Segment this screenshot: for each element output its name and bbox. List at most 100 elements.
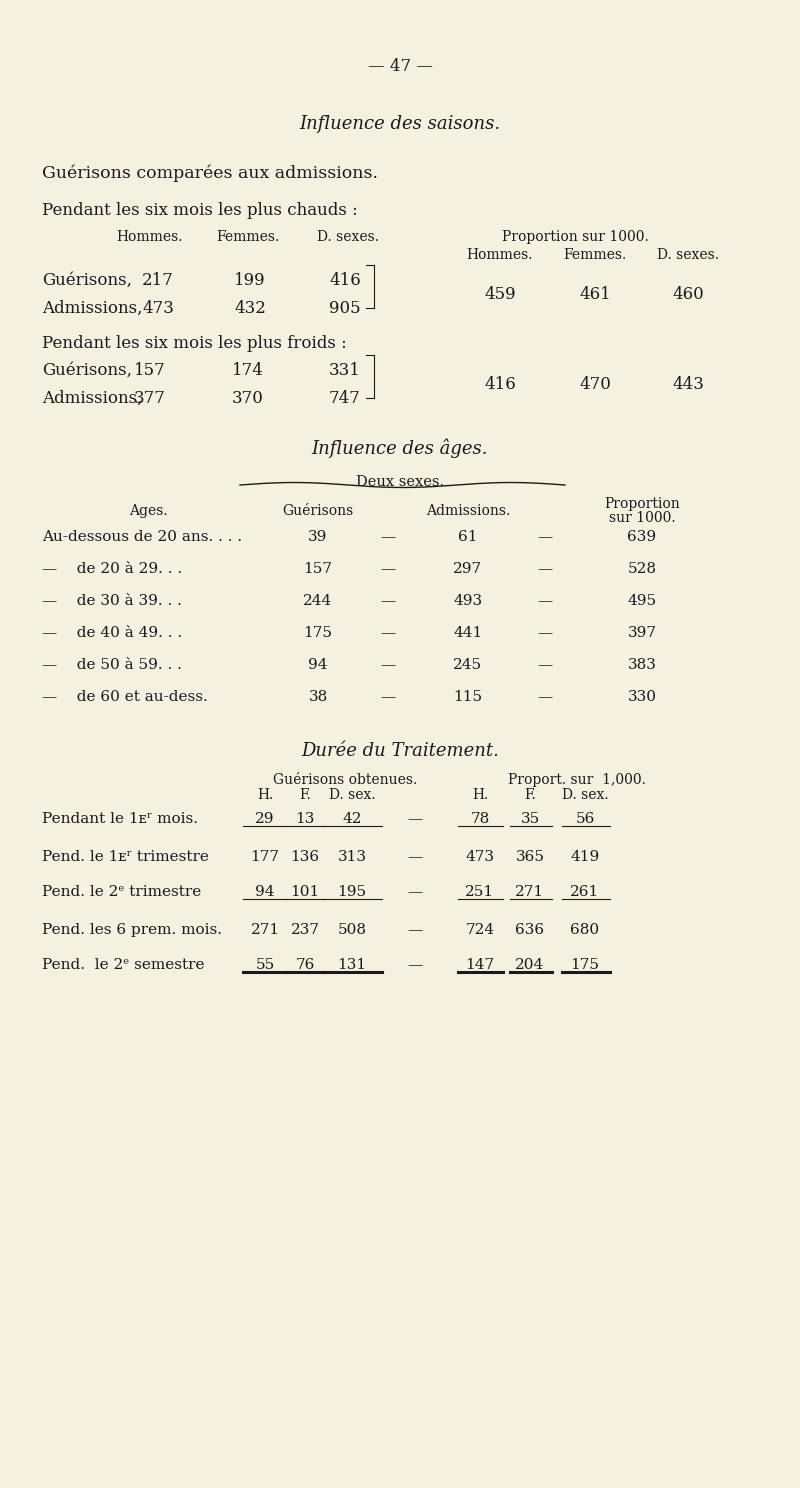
- Text: Influence des âges.: Influence des âges.: [312, 437, 488, 457]
- Text: Hommes.: Hommes.: [466, 248, 534, 262]
- Text: 443: 443: [672, 376, 704, 393]
- Text: —: —: [407, 958, 422, 972]
- Text: Pendant le 1ᴇʳ mois.: Pendant le 1ᴇʳ mois.: [42, 812, 198, 826]
- Text: 94: 94: [308, 658, 328, 673]
- Text: Pendant les six mois les plus chauds :: Pendant les six mois les plus chauds :: [42, 202, 358, 219]
- Text: Admissions.: Admissions.: [426, 504, 510, 518]
- Text: 473: 473: [142, 301, 174, 317]
- Text: —    de 40 à 49. . .: — de 40 à 49. . .: [42, 626, 182, 640]
- Text: Guérisons,: Guérisons,: [42, 362, 132, 379]
- Text: —: —: [380, 658, 396, 673]
- Text: 94: 94: [255, 885, 274, 899]
- Text: D. sex.: D. sex.: [562, 789, 608, 802]
- Text: —    de 60 et au-dess.: — de 60 et au-dess.: [42, 690, 208, 704]
- Text: 331: 331: [329, 362, 361, 379]
- Text: 56: 56: [575, 812, 594, 826]
- Text: 61: 61: [458, 530, 478, 545]
- Text: F.: F.: [299, 789, 311, 802]
- Text: 639: 639: [627, 530, 657, 545]
- Text: 251: 251: [466, 885, 494, 899]
- Text: 473: 473: [466, 850, 494, 865]
- Text: —    de 50 à 59. . .: — de 50 à 59. . .: [42, 658, 182, 673]
- Text: 493: 493: [454, 594, 482, 609]
- Text: 35: 35: [520, 812, 540, 826]
- Text: 199: 199: [234, 272, 266, 289]
- Text: Proport. sur  1,000.: Proport. sur 1,000.: [508, 772, 646, 787]
- Text: 78: 78: [470, 812, 490, 826]
- Text: 636: 636: [515, 923, 545, 937]
- Text: sur 1000.: sur 1000.: [609, 510, 675, 525]
- Text: — 47 —: — 47 —: [367, 58, 433, 74]
- Text: F.: F.: [524, 789, 536, 802]
- Text: 217: 217: [142, 272, 174, 289]
- Text: 38: 38: [308, 690, 328, 704]
- Text: Admissions,: Admissions,: [42, 301, 142, 317]
- Text: Guérisons comparées aux admissions.: Guérisons comparées aux admissions.: [42, 165, 378, 183]
- Text: 115: 115: [454, 690, 482, 704]
- Text: Pend. le 2ᵉ trimestre: Pend. le 2ᵉ trimestre: [42, 885, 202, 899]
- Text: 244: 244: [303, 594, 333, 609]
- Text: 136: 136: [290, 850, 319, 865]
- Text: —    de 30 à 39. . .: — de 30 à 39. . .: [42, 594, 182, 609]
- Text: 495: 495: [627, 594, 657, 609]
- Text: 419: 419: [570, 850, 600, 865]
- Text: Ages.: Ages.: [129, 504, 167, 518]
- Text: H.: H.: [472, 789, 488, 802]
- Text: D. sex.: D. sex.: [329, 789, 375, 802]
- Text: 330: 330: [627, 690, 657, 704]
- Text: —: —: [538, 530, 553, 545]
- Text: 508: 508: [338, 923, 366, 937]
- Text: 101: 101: [290, 885, 320, 899]
- Text: 470: 470: [579, 376, 611, 393]
- Text: —: —: [538, 690, 553, 704]
- Text: 747: 747: [329, 390, 361, 408]
- Text: 13: 13: [295, 812, 314, 826]
- Text: 195: 195: [338, 885, 366, 899]
- Text: Durée du Traitement.: Durée du Traitement.: [301, 743, 499, 760]
- Text: Guérisons: Guérisons: [282, 504, 354, 518]
- Text: —: —: [538, 562, 553, 576]
- Text: 245: 245: [454, 658, 482, 673]
- Text: —: —: [380, 562, 396, 576]
- Text: 370: 370: [232, 390, 264, 408]
- Text: 55: 55: [255, 958, 274, 972]
- Text: —: —: [538, 658, 553, 673]
- Text: 441: 441: [454, 626, 482, 640]
- Text: 271: 271: [250, 923, 279, 937]
- Text: 460: 460: [672, 286, 704, 304]
- Text: 461: 461: [579, 286, 611, 304]
- Text: 297: 297: [454, 562, 482, 576]
- Text: —: —: [407, 850, 422, 865]
- Text: 680: 680: [570, 923, 599, 937]
- Text: 383: 383: [627, 658, 657, 673]
- Text: 237: 237: [290, 923, 319, 937]
- Text: —: —: [380, 626, 396, 640]
- Text: Pend. le 1ᴇʳ trimestre: Pend. le 1ᴇʳ trimestre: [42, 850, 209, 865]
- Text: 416: 416: [329, 272, 361, 289]
- Text: H.: H.: [257, 789, 273, 802]
- Text: 528: 528: [627, 562, 657, 576]
- Text: —: —: [407, 885, 422, 899]
- Text: 432: 432: [234, 301, 266, 317]
- Text: 459: 459: [484, 286, 516, 304]
- Text: —: —: [538, 594, 553, 609]
- Text: 365: 365: [515, 850, 545, 865]
- Text: 377: 377: [134, 390, 166, 408]
- Text: Hommes.: Hommes.: [117, 231, 183, 244]
- Text: 416: 416: [484, 376, 516, 393]
- Text: Deux sexes.: Deux sexes.: [356, 475, 444, 490]
- Text: 76: 76: [295, 958, 314, 972]
- Text: 271: 271: [515, 885, 545, 899]
- Text: 29: 29: [255, 812, 274, 826]
- Text: —: —: [380, 690, 396, 704]
- Text: —: —: [538, 626, 553, 640]
- Text: Pend. les 6 prem. mois.: Pend. les 6 prem. mois.: [42, 923, 222, 937]
- Text: 177: 177: [250, 850, 279, 865]
- Text: 175: 175: [303, 626, 333, 640]
- Text: 204: 204: [515, 958, 545, 972]
- Text: 157: 157: [134, 362, 166, 379]
- Text: Proportion sur 1000.: Proportion sur 1000.: [502, 231, 648, 244]
- Text: Guérisons obtenues.: Guérisons obtenues.: [273, 772, 417, 787]
- Text: 131: 131: [338, 958, 366, 972]
- Text: —    de 20 à 29. . .: — de 20 à 29. . .: [42, 562, 182, 576]
